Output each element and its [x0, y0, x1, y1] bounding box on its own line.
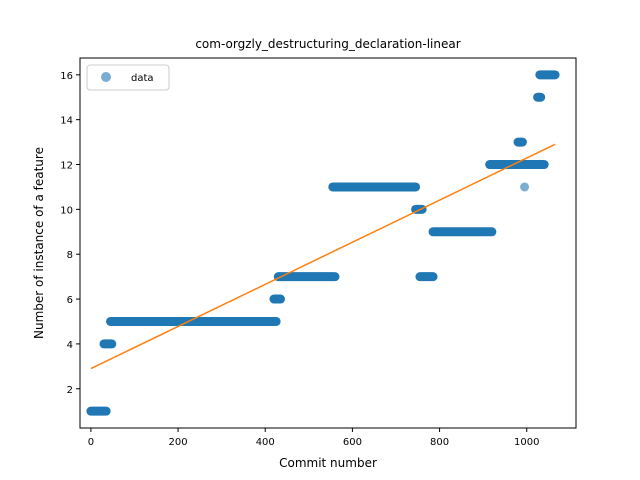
y-tick-label: 12 — [60, 161, 73, 172]
x-axis-label: Commit number — [279, 456, 377, 470]
legend-box — [86, 64, 170, 91]
chart-title: com-orgzly_destructuring_declaration-lin… — [195, 37, 460, 51]
x-tick-label: 400 — [256, 437, 275, 448]
x-tick-label: 1000 — [514, 437, 539, 448]
legend-label: data — [131, 73, 154, 84]
y-axis-label: Number of instance of a feature — [32, 147, 46, 339]
plot-area — [86, 70, 560, 416]
y-tick-label: 4 — [67, 340, 73, 351]
x-tick-label: 200 — [169, 437, 188, 448]
y-tick-label: 10 — [60, 205, 73, 216]
data-point — [520, 182, 530, 192]
x-axis-ticks: 0 200 400 600 800 1000 — [88, 428, 539, 448]
x-tick-label: 600 — [343, 437, 362, 448]
axes-frame — [79, 57, 577, 429]
y-tick-label: 2 — [67, 385, 73, 396]
y-tick-label: 14 — [60, 116, 73, 127]
fit-line — [90, 143, 556, 370]
x-tick-label: 800 — [430, 437, 449, 448]
y-tick-label: 8 — [67, 250, 73, 261]
legend-marker — [101, 72, 111, 82]
y-tick-label: 16 — [60, 71, 73, 82]
y-axis-ticks: 2 4 6 8 10 12 14 16 — [60, 71, 80, 396]
y-tick-label: 6 — [67, 295, 73, 306]
x-tick-label: 0 — [88, 437, 94, 448]
legend: data — [86, 64, 170, 91]
